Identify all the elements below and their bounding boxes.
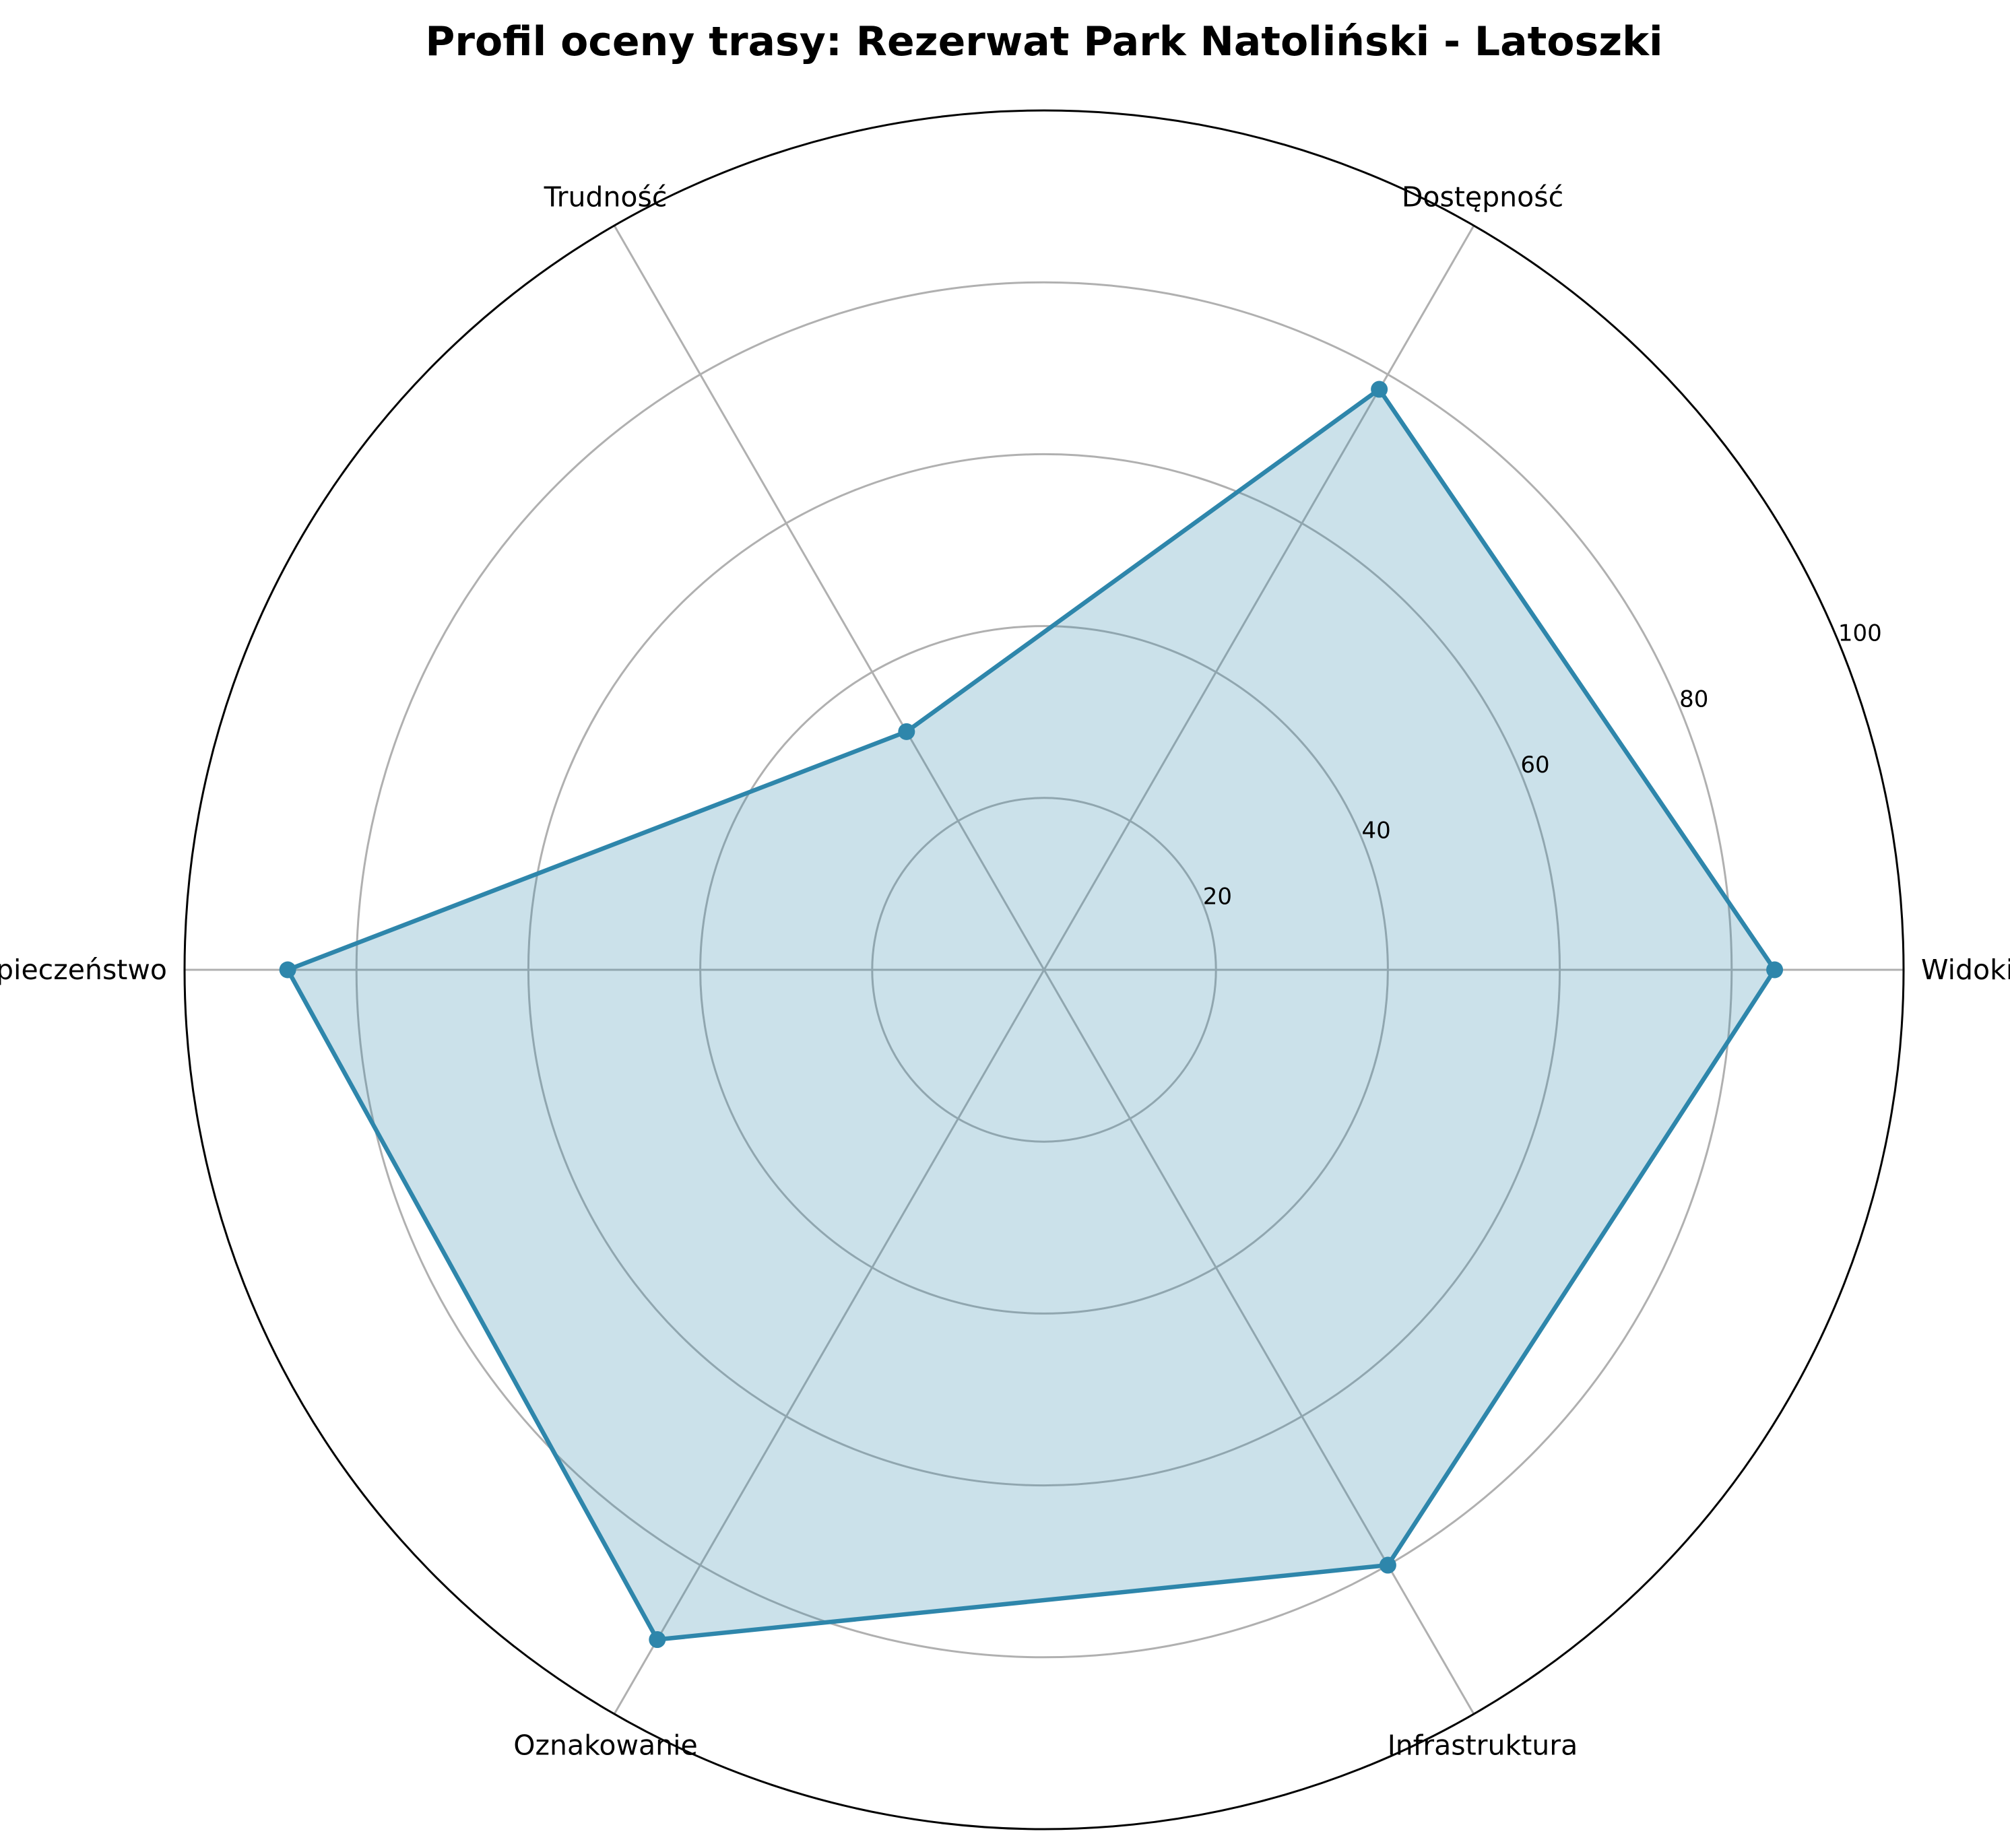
spoke-line <box>1043 225 1475 970</box>
category-label: Infrastruktura <box>1388 1729 1578 1762</box>
spoke-line <box>1043 969 1475 1715</box>
data-point <box>279 961 296 979</box>
radial-tick-label: 100 <box>1838 620 1882 647</box>
spoke-line <box>613 969 1045 1715</box>
outer-ring <box>183 109 1905 1830</box>
category-label: Trudność <box>544 180 668 213</box>
spoke-line <box>613 225 1045 970</box>
category-label: Oznakowanie <box>513 1729 698 1762</box>
grid <box>183 109 1905 1830</box>
series-area <box>288 389 1775 1640</box>
category-label: Bezpieczeństwo <box>0 954 167 986</box>
data-point <box>1766 961 1784 979</box>
radial-tick-label: 60 <box>1520 752 1549 779</box>
category-label: Dostępność <box>1402 180 1563 213</box>
data-point <box>1371 381 1388 398</box>
radial-tick-label: 40 <box>1362 818 1391 845</box>
labels: 20 40 60 80 100 Widoki Dostępność Trudność Bezpi… <box>0 180 2010 1761</box>
radial-tick-label: 20 <box>1203 883 1232 910</box>
data-point <box>649 1631 666 1649</box>
chart-title: Profil oceny trasy: Rezerwat Park Natoli… <box>425 18 1662 65</box>
category-label: Widoki <box>1921 954 2010 986</box>
radial-tick-label: 80 <box>1679 686 1708 713</box>
data-point <box>898 723 915 740</box>
series-layer <box>279 381 1784 1649</box>
data-point <box>1379 1556 1396 1574</box>
